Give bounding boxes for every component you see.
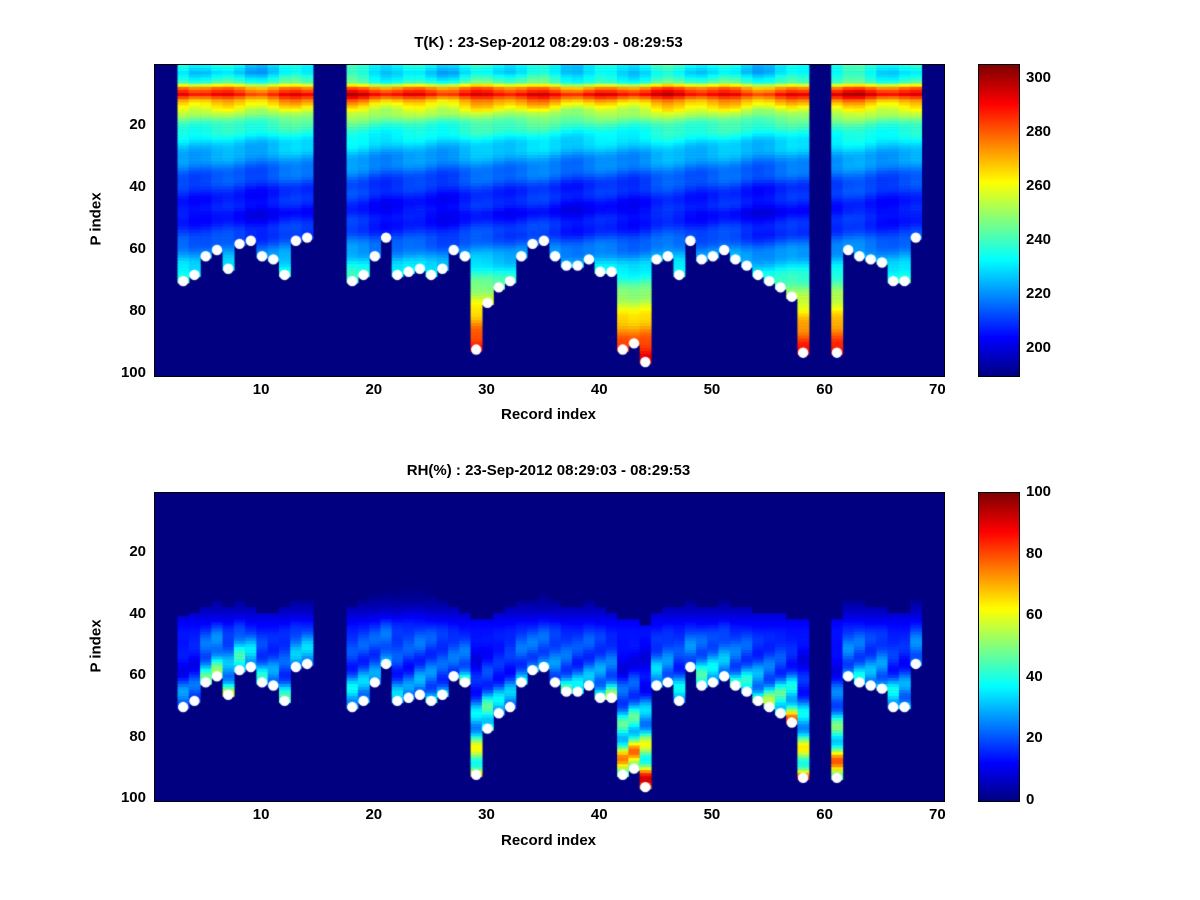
x-tick-label: 20 [365,806,383,823]
x-tick-label: 40 [590,381,608,398]
y-tick-label: 60 [129,240,146,258]
x-tick-label: 50 [703,381,721,398]
colorbar-tick-label: 220 [1026,284,1052,302]
colorbar-tick-label: 260 [1026,176,1052,194]
bottom-plot-ylabel: P index [87,619,105,673]
y-tick-label: 100 [120,364,146,382]
bottom-plot-title: RH(%) : 23-Sep-2012 08:29:03 - 08:29:53 [406,462,691,479]
x-tick-label: 60 [816,806,833,823]
temperature-heatmap-canvas [154,64,945,377]
humidity-heatmap-canvas [154,492,945,802]
x-tick-label: 70 [929,806,946,823]
y-tick-label: 80 [129,727,146,745]
x-tick-label: 10 [252,381,270,398]
x-tick-label: 50 [703,806,721,823]
y-tick-label: 20 [129,115,146,133]
temperature-colorbar [978,64,1020,377]
x-tick-label: 70 [929,381,946,398]
x-tick-label: 40 [590,806,608,823]
top-plot-xlabel: Record index [500,406,597,423]
colorbar-tick-label: 20 [1026,729,1043,747]
colorbar-tick-label: 60 [1026,606,1043,624]
top-plot-ylabel: P index [87,192,105,246]
y-tick-label: 20 [129,543,146,561]
x-tick-label: 30 [478,806,495,823]
colorbar-tick-label: 40 [1026,667,1043,685]
colorbar-tick-label: 0 [1026,791,1035,808]
y-tick-label: 80 [129,302,146,320]
y-tick-label: 60 [129,666,146,684]
colorbar-tick-label: 300 [1026,68,1052,86]
y-tick-label: 100 [120,789,146,807]
x-tick-label: 10 [252,806,270,823]
bottom-plot-xlabel: Record index [500,832,597,849]
x-tick-label: 20 [365,381,383,398]
colorbar-tick-label: 240 [1026,230,1052,248]
x-tick-label: 60 [816,381,833,398]
humidity-colorbar [978,492,1020,802]
top-plot-title: T(K) : 23-Sep-2012 08:29:03 - 08:29:53 [414,34,683,51]
y-tick-label: 40 [129,177,146,195]
x-tick-label: 30 [478,381,495,398]
colorbar-tick-label: 100 [1026,483,1052,500]
y-tick-label: 40 [129,604,146,622]
colorbar-tick-label: 200 [1026,338,1052,356]
colorbar-tick-label: 80 [1026,544,1043,562]
colorbar-tick-label: 280 [1026,122,1052,140]
